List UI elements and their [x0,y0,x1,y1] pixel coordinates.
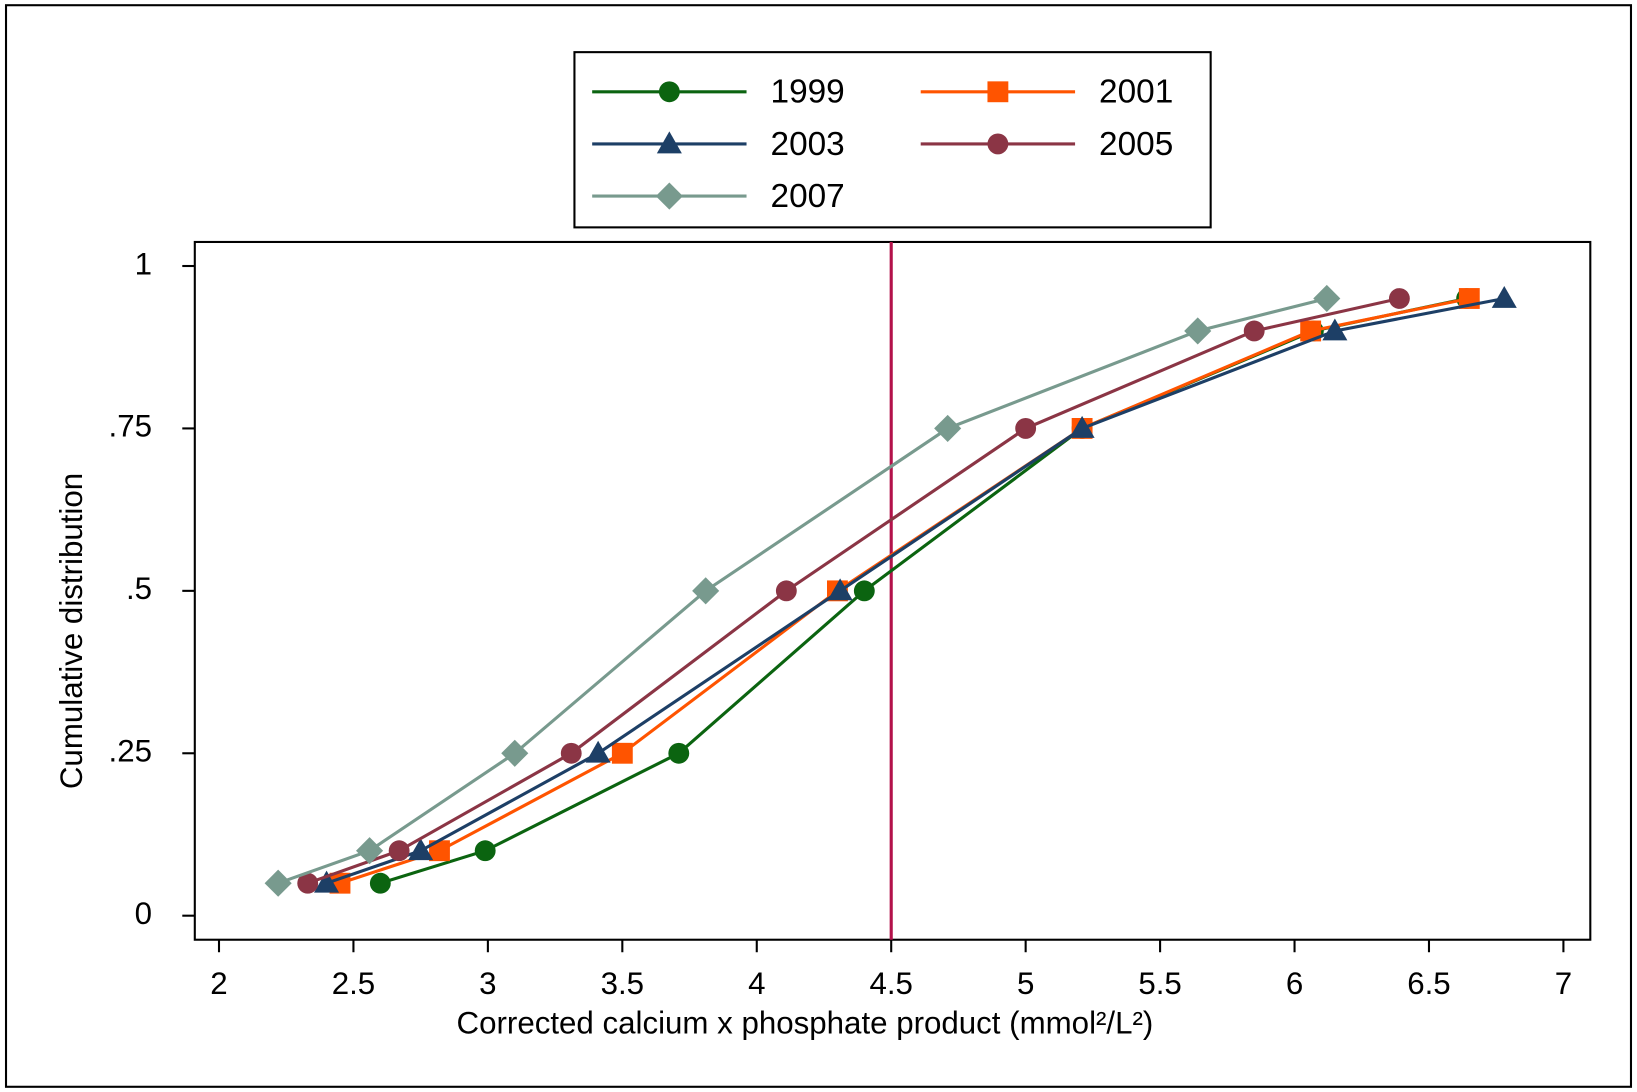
marker [314,870,340,893]
marker [1388,288,1410,309]
x-tick-label: 6.5 [1407,966,1450,1001]
legend-label: 1999 [771,74,845,111]
x-tick-label: 6 [1286,966,1303,1001]
marker [1015,417,1037,439]
legend-label: 2005 [1099,126,1173,163]
marker [827,578,853,601]
legend-label: 2007 [771,178,845,215]
marker [297,872,319,894]
x-tick-label: 5 [1017,966,1034,1001]
y-axis-title: Cumulative distribution [54,473,89,789]
marker [987,81,1009,103]
marker [775,580,797,602]
marker [934,414,962,442]
marker [429,840,450,862]
x-tick-label: 7 [1555,966,1572,1001]
x-tick-label: 5.5 [1138,966,1181,1001]
marker [1322,318,1348,341]
marker [987,133,1009,155]
y-tick-label: .25 [109,734,152,769]
x-tick-label: 4.5 [869,966,912,1001]
x-tick-label: 2 [210,966,227,1001]
marker [1243,320,1265,342]
marker [560,742,582,764]
x-tick-label: 3.5 [601,966,644,1001]
marker [388,840,410,862]
marker [474,840,496,862]
x-tick-label: 4 [748,966,765,1001]
marker [356,837,384,865]
marker [369,872,391,894]
y-tick-label: 0 [135,896,152,931]
marker [656,131,682,154]
legend-label: 2001 [1099,74,1173,111]
marker [1300,320,1322,342]
marker [611,742,633,764]
marker [668,742,690,764]
marker [1069,415,1095,438]
marker [1313,284,1341,313]
marker [408,838,434,861]
marker [1491,285,1517,308]
y-tick-label: .75 [109,409,152,444]
marker [658,81,680,103]
x-axis-title: Corrected calcium x phosphate product (m… [457,1006,1154,1041]
y-tick-label: 1 [135,246,152,281]
marker [585,740,611,763]
x-tick-label: 3 [479,966,496,1001]
marker [853,580,875,602]
y-tick-label: .5 [126,571,152,606]
marker [692,577,720,605]
x-tick-label: 2.5 [332,966,375,1001]
legend-label: 2003 [771,126,845,163]
